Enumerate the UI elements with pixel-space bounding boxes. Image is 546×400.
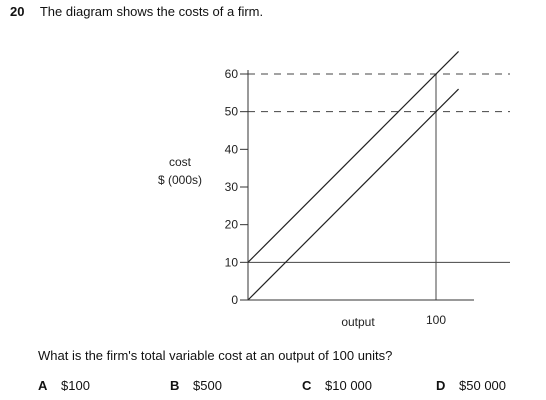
option-b-text: $500 (193, 378, 222, 393)
y-axis-label-line2: $ (000s) (158, 173, 202, 187)
y-tick-label-40: 40 (225, 142, 239, 156)
cost-chart: 0 10 20 30 40 50 60 100 cost $ (000s) output (158, 50, 510, 329)
option-c-letter: C (302, 378, 312, 393)
question-stem: The diagram shows the costs of a firm. (39, 4, 264, 19)
y-tick-label-20: 20 (225, 218, 239, 232)
option-d-letter: D (436, 378, 446, 393)
option-d-text: $50 000 (459, 378, 507, 393)
question-header: 20 The diagram shows the costs of a firm… (10, 4, 263, 19)
cost-line-1 (247, 50, 459, 263)
y-tick-label-30: 30 (225, 180, 239, 194)
option-a-letter: A (38, 378, 48, 393)
option-c[interactable]: C $10 000 (302, 378, 372, 393)
y-axis-label-line1: cost (169, 155, 192, 169)
x-axis-label: output (341, 315, 375, 329)
option-b[interactable]: B $500 (170, 378, 222, 393)
cost-line-2 (247, 88, 459, 301)
y-tick-label-50: 50 (225, 105, 239, 119)
option-c-text: $10 000 (325, 378, 373, 393)
option-b-letter: B (170, 378, 180, 393)
option-a-text: $100 (61, 378, 90, 393)
option-a[interactable]: A $100 (38, 378, 90, 393)
question-prompt: What is the firm's total variable cost a… (38, 348, 393, 363)
y-tick-label-60: 60 (225, 67, 239, 81)
option-d[interactable]: D $50 000 (436, 378, 506, 393)
y-tick-label-10: 10 (225, 255, 239, 269)
question-number: 20 (10, 4, 25, 19)
y-tick-label-0: 0 (231, 293, 238, 307)
x-tick-label-100: 100 (426, 313, 446, 327)
